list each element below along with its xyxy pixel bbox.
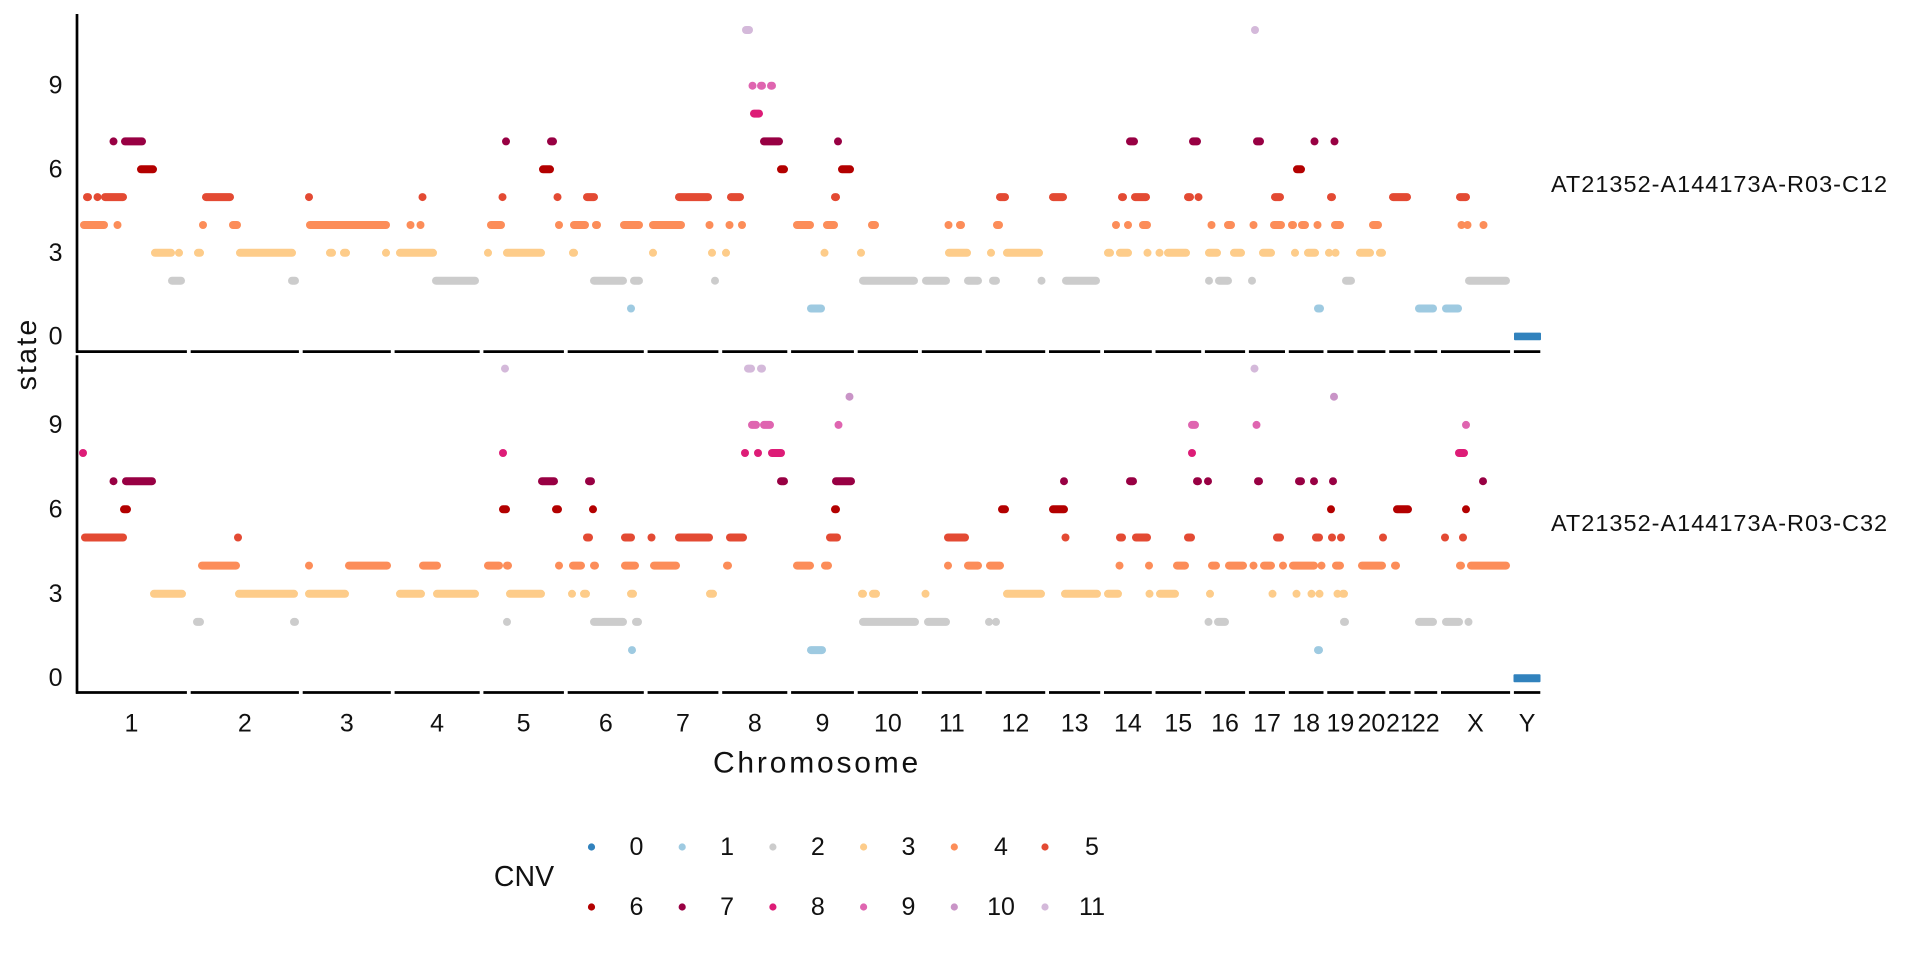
svg-text:0: 0 [49,664,63,692]
svg-text:12: 12 [1001,710,1029,738]
svg-text:3: 3 [340,710,354,738]
svg-text:22: 22 [1412,710,1440,738]
svg-text:Chromosome: Chromosome [713,747,921,780]
svg-text:6: 6 [629,893,643,921]
svg-text:AT21352-A144173A-R03-C12: AT21352-A144173A-R03-C12 [1551,171,1888,197]
svg-text:8: 8 [748,710,762,738]
svg-text:2: 2 [238,710,252,738]
svg-text:9: 9 [49,72,63,100]
svg-text:15: 15 [1164,710,1192,738]
svg-text:6: 6 [49,155,63,183]
svg-text:1: 1 [720,833,734,861]
svg-text:3: 3 [902,833,916,861]
svg-text:Y: Y [1519,710,1536,738]
svg-text:3: 3 [49,580,63,608]
svg-text:CNV: CNV [494,861,554,893]
svg-text:1: 1 [124,710,138,738]
svg-text:2: 2 [811,833,825,861]
svg-text:18: 18 [1292,710,1320,738]
svg-text:6: 6 [49,495,63,523]
svg-text:11: 11 [939,710,965,738]
svg-text:5: 5 [517,710,531,738]
svg-text:16: 16 [1211,710,1239,738]
svg-text:0: 0 [49,322,63,350]
svg-text:11: 11 [1079,893,1105,921]
svg-text:4: 4 [994,833,1008,861]
svg-text:13: 13 [1061,710,1089,738]
svg-text:7: 7 [720,893,734,921]
svg-text:21: 21 [1386,710,1414,738]
svg-text:19: 19 [1326,710,1354,738]
svg-text:9: 9 [902,893,916,921]
svg-text:9: 9 [49,411,63,439]
svg-text:4: 4 [430,710,444,738]
svg-text:17: 17 [1253,710,1281,738]
svg-text:0: 0 [629,833,643,861]
svg-text:7: 7 [676,710,690,738]
svg-text:state: state [11,318,43,391]
svg-text:14: 14 [1114,710,1142,738]
svg-text:X: X [1467,710,1484,738]
svg-text:5: 5 [1085,833,1099,861]
svg-text:8: 8 [811,893,825,921]
svg-text:AT21352-A144173A-R03-C32: AT21352-A144173A-R03-C32 [1551,510,1888,536]
svg-text:6: 6 [599,710,613,738]
svg-text:3: 3 [49,239,63,267]
svg-text:10: 10 [874,710,902,738]
svg-text:9: 9 [816,710,830,738]
svg-text:20: 20 [1357,710,1385,738]
svg-text:10: 10 [987,893,1015,921]
